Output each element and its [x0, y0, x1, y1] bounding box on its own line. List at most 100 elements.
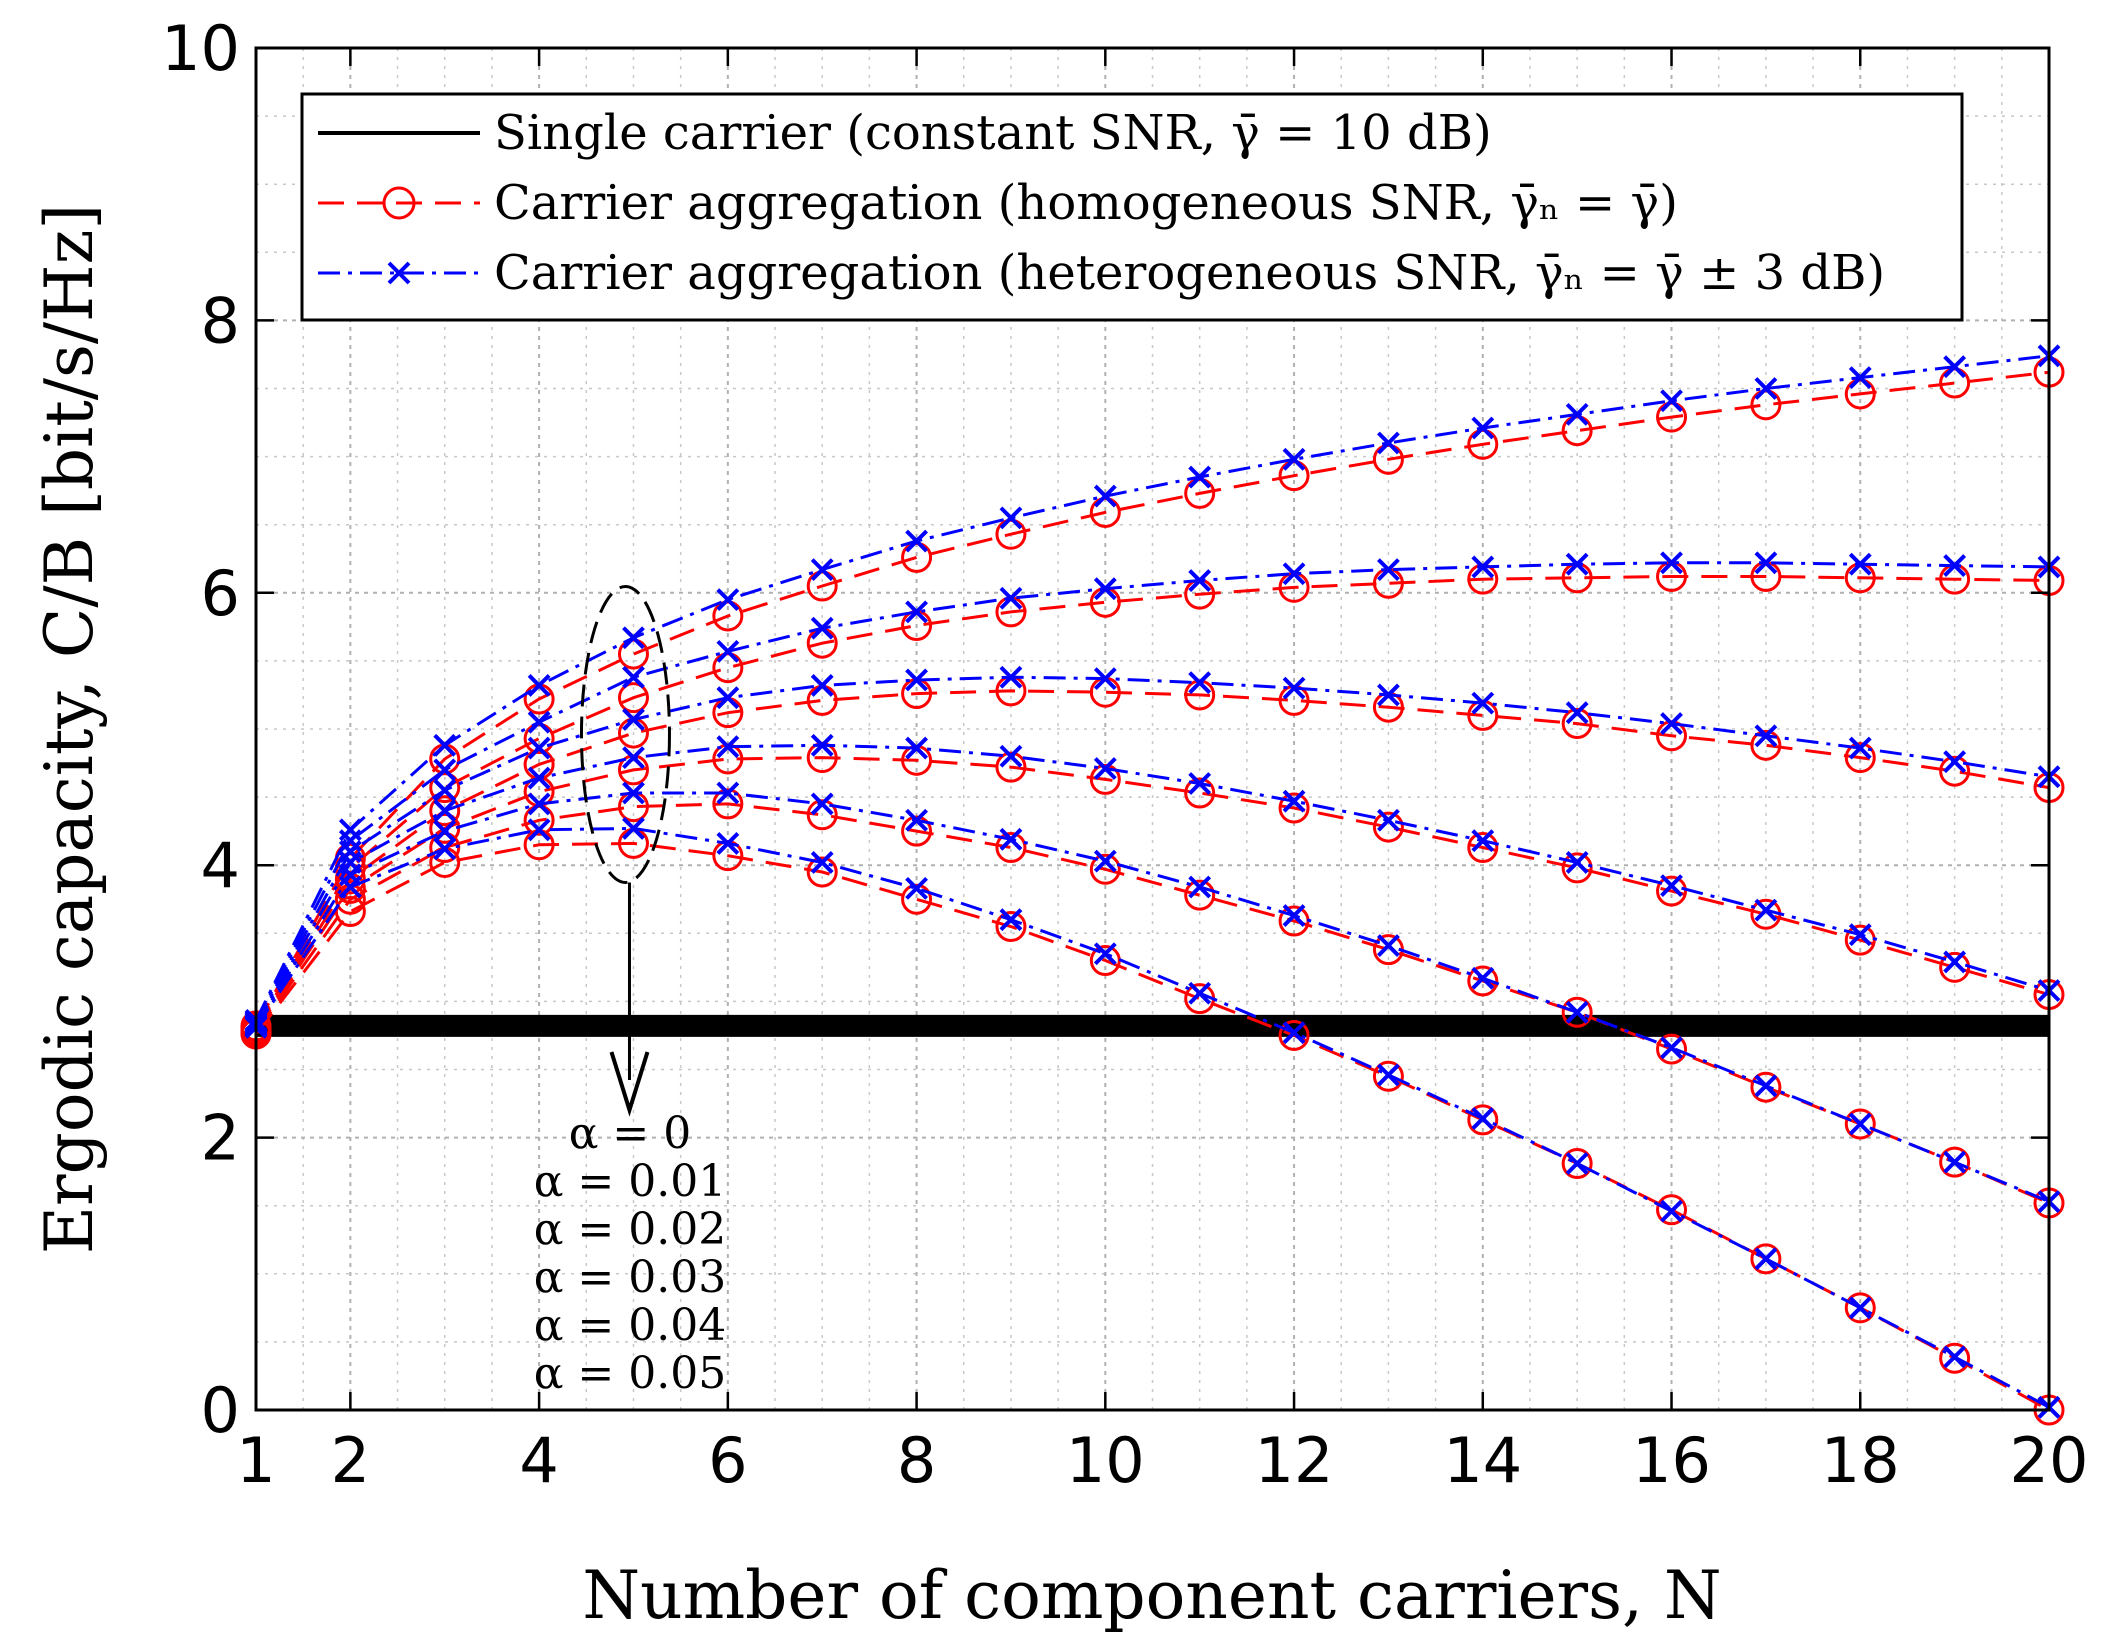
- homogeneous-marker: [712, 788, 744, 820]
- heterogeneous-marker: [1471, 1107, 1495, 1130]
- heterogeneous-marker: [716, 686, 740, 710]
- heterogeneous-marker: [905, 808, 928, 832]
- heterogeneous-marker: [527, 818, 551, 842]
- heterogeneous-marker: [433, 837, 457, 861]
- heterogeneous-line-4: [254, 791, 2050, 1203]
- x-tick-label: 14: [1443, 1424, 1522, 1497]
- heterogeneous-marker: [905, 668, 928, 692]
- heterogeneous-marker: [1282, 562, 1306, 586]
- heterogeneous-marker: [1377, 683, 1400, 707]
- heterogeneous-marker: [1754, 1247, 1778, 1271]
- x-tick-label: 18: [1821, 1424, 1900, 1497]
- heterogeneous-marker: [1377, 808, 1400, 832]
- heterogeneous-marker: [1188, 465, 1212, 489]
- heterogeneous-marker: [1565, 402, 1589, 426]
- x-tick-label: 16: [1632, 1424, 1711, 1497]
- heterogeneous-marker: [999, 744, 1023, 768]
- homogeneous-marker: [334, 896, 366, 928]
- heterogeneous-line-0: [254, 354, 2050, 1022]
- x-axis-label: Number of component carriers, N: [582, 1557, 1721, 1634]
- heterogeneous-marker: [1282, 447, 1306, 471]
- heterogeneous-marker: [1754, 724, 1778, 748]
- heterogeneous-marker: [716, 781, 740, 805]
- legend-label-single: Single carrier (constant SNR, γ̄ = 10 dB…: [494, 105, 1492, 161]
- homogeneous-marker: [1844, 742, 1876, 774]
- heterogeneous-marker: [1093, 484, 1117, 508]
- homogeneous-marker: [1750, 729, 1782, 761]
- heterogeneous-line-2: [254, 675, 2050, 1024]
- heterogeneous-marker: [338, 875, 362, 899]
- heterogeneous-marker: [1282, 1021, 1306, 1045]
- heterogeneous-marker: [433, 758, 457, 782]
- heterogeneous-marker: [527, 710, 551, 734]
- homogeneous-line-5: [254, 841, 2050, 1412]
- heterogeneous-marker: [1093, 849, 1117, 873]
- heterogeneous-marker: [622, 817, 645, 840]
- heterogeneous-marker: [622, 626, 645, 650]
- heterogeneous-marker: [1282, 904, 1306, 928]
- heterogeneous-marker: [622, 708, 645, 731]
- homogeneous-marker: [1184, 777, 1216, 809]
- heterogeneous-marker: [716, 831, 740, 855]
- homogeneous-marker: [1561, 852, 1593, 884]
- heterogeneous-marker: [1660, 874, 1683, 898]
- heterogeneous-marker: [999, 665, 1023, 689]
- heterogeneous-marker: [527, 766, 551, 790]
- heterogeneous-marker: [1093, 577, 1117, 601]
- heterogeneous-marker: [1471, 555, 1495, 579]
- homogeneous-marker: [1844, 1108, 1876, 1140]
- homogeneous-marker: [1184, 879, 1216, 911]
- homogeneous-line-4: [254, 802, 2050, 1205]
- heterogeneous-marker: [1377, 1063, 1400, 1087]
- heterogeneous-marker: [999, 827, 1023, 851]
- heterogeneous-marker: [1943, 1150, 1967, 1174]
- heterogeneous-marker: [905, 736, 928, 760]
- heterogeneous-marker: [1565, 1152, 1589, 1175]
- heterogeneous-marker: [1188, 981, 1212, 1005]
- homogeneous-marker: [1467, 1104, 1499, 1136]
- legend-box: [300, 92, 1964, 322]
- heterogeneous-marker: [433, 819, 457, 843]
- heterogeneous-marker: [1660, 1036, 1683, 1060]
- heterogeneous-marker: [1943, 554, 1967, 577]
- y-tick-label: 10: [161, 12, 240, 85]
- alpha-label-0: α = 0: [569, 1108, 692, 1159]
- series-layer: [240, 344, 2065, 1426]
- annotation-layer: [579, 584, 671, 1117]
- heterogeneous-marker: [1188, 875, 1212, 899]
- homogeneous-marker: [1656, 875, 1688, 907]
- homogeneous-marker: [1750, 1071, 1782, 1103]
- alpha-label-1: α = 0.01: [534, 1156, 727, 1207]
- heterogeneous-marker: [999, 506, 1023, 530]
- heterogeneous-marker: [1660, 712, 1683, 735]
- alpha-label-3: α = 0.03: [534, 1252, 727, 1303]
- legend-label-heterogeneous: Carrier aggregation (heterogeneous SNR, …: [494, 245, 1885, 301]
- y-tick-label: 4: [201, 829, 240, 902]
- homogeneous-marker: [901, 815, 933, 847]
- heterogeneous-marker: [1848, 552, 1872, 576]
- heterogeneous-marker: [1282, 789, 1306, 813]
- homogeneous-marker: [1467, 965, 1499, 997]
- heterogeneous-marker: [1471, 416, 1495, 440]
- homogeneous-line-1: [254, 575, 2050, 1030]
- y-tick-label: 8: [201, 284, 240, 357]
- heterogeneous-marker: [1943, 355, 1967, 379]
- homogeneous-line-3: [254, 756, 2050, 1033]
- heterogeneous-marker: [1848, 923, 1872, 947]
- homogeneous-marker: [806, 799, 838, 831]
- legend-marker-cross: [387, 261, 411, 285]
- legend-label-homogeneous: Carrier aggregation (homogeneous SNR, γ̄…: [494, 175, 1678, 231]
- heterogeneous-marker: [716, 639, 740, 663]
- homogeneous-marker: [995, 831, 1027, 863]
- heterogeneous-marker: [1377, 558, 1400, 582]
- x-tick-label: 4: [519, 1424, 558, 1497]
- legend: Single carrier (constant SNR, γ̄ = 10 dB…: [300, 92, 1964, 322]
- heterogeneous-marker: [810, 558, 834, 582]
- tick-layer: [254, 46, 2051, 1412]
- x-tick-label: 2: [331, 1424, 370, 1497]
- heterogeneous-marker: [1754, 1074, 1778, 1098]
- heterogeneous-marker: [1754, 898, 1778, 922]
- homogeneous-marker: [617, 682, 649, 714]
- homogeneous-marker: [806, 856, 838, 888]
